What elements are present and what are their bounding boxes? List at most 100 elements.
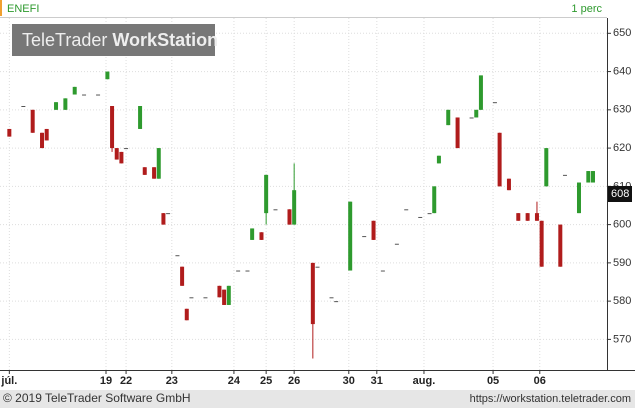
footer-bar bbox=[0, 390, 635, 408]
footer-left: © 2019 TeleTrader Software GmbH bbox=[3, 391, 191, 405]
candle-body bbox=[506, 178, 511, 191]
x-tick-label: 30 bbox=[343, 375, 355, 387]
x-tick-label: 23 bbox=[166, 375, 178, 387]
candle-body bbox=[142, 167, 147, 175]
candle-body bbox=[245, 270, 250, 272]
watermark: TeleTrader WorkStation bbox=[22, 30, 218, 50]
candle-body bbox=[525, 213, 530, 221]
candle-body bbox=[82, 94, 87, 96]
candle-body bbox=[259, 232, 264, 240]
candle-body bbox=[432, 186, 437, 214]
candle-body bbox=[226, 285, 231, 305]
x-tick-label: júl. bbox=[0, 375, 17, 387]
candle-body bbox=[161, 213, 166, 225]
candle-body bbox=[184, 308, 189, 321]
candle-body bbox=[418, 216, 423, 218]
y-tick-label: 650 bbox=[613, 27, 631, 39]
candle-body bbox=[175, 255, 180, 257]
candle-body bbox=[44, 128, 49, 141]
candle-body bbox=[469, 117, 474, 119]
footer-right: https://workstation.teletrader.com bbox=[470, 393, 631, 405]
y-tick-label: 600 bbox=[613, 219, 631, 231]
candle-body bbox=[250, 228, 255, 240]
candle-body bbox=[287, 209, 292, 225]
candle-body bbox=[478, 75, 483, 110]
interval: 1 perc bbox=[571, 3, 602, 15]
last-price-box bbox=[608, 186, 632, 202]
candle-body bbox=[427, 213, 432, 215]
candle-body bbox=[334, 301, 339, 303]
y-tick-label: 630 bbox=[613, 104, 631, 116]
candle-body bbox=[119, 151, 124, 164]
watermark-part: TeleTrader bbox=[22, 30, 107, 50]
candle-body bbox=[96, 94, 101, 96]
x-tick-label: 22 bbox=[120, 375, 132, 387]
candle-body bbox=[558, 224, 563, 267]
candle-body bbox=[371, 220, 376, 240]
candle-body bbox=[40, 132, 45, 149]
y-tick-label: 590 bbox=[613, 257, 631, 269]
candle-body bbox=[394, 243, 399, 245]
candle-body bbox=[105, 71, 110, 80]
candle-body bbox=[446, 109, 451, 126]
candle-body bbox=[166, 213, 171, 215]
candle-body bbox=[236, 270, 241, 272]
candle-body bbox=[455, 117, 460, 149]
y-tick-label: 640 bbox=[613, 65, 631, 77]
candle-body bbox=[562, 174, 567, 176]
candle-body bbox=[264, 174, 269, 214]
candle-body bbox=[516, 213, 521, 221]
symbol: ENEFI bbox=[7, 3, 39, 15]
y-tick-label: 620 bbox=[613, 142, 631, 154]
x-tick-label: 06 bbox=[534, 375, 546, 387]
candle-body bbox=[7, 128, 12, 137]
candle-body bbox=[315, 266, 320, 268]
x-tick-label: 19 bbox=[100, 375, 112, 387]
candle-body bbox=[110, 106, 115, 149]
candle-body bbox=[492, 102, 497, 104]
candle-body bbox=[152, 167, 157, 179]
candle-body bbox=[124, 148, 129, 150]
candle-body bbox=[576, 182, 581, 214]
x-tick-label: 05 bbox=[487, 375, 499, 387]
candle-body bbox=[292, 190, 297, 225]
candle-body bbox=[329, 297, 334, 299]
candle-body bbox=[310, 262, 315, 325]
candle-body bbox=[217, 285, 222, 298]
candle-body bbox=[497, 132, 502, 187]
candle-body bbox=[273, 209, 278, 211]
candle-body bbox=[474, 109, 479, 118]
x-tick-label: 24 bbox=[228, 375, 241, 387]
candle-body bbox=[362, 236, 367, 238]
candle-body bbox=[30, 109, 35, 133]
x-tick-label: 26 bbox=[288, 375, 300, 387]
candle-body bbox=[72, 86, 77, 95]
candle-body bbox=[114, 148, 119, 160]
candle-body bbox=[534, 213, 539, 221]
watermark-part: WorkStation bbox=[112, 30, 218, 50]
watermark-box bbox=[12, 24, 215, 56]
candle-body bbox=[180, 266, 185, 286]
x-tick-label: aug. bbox=[413, 375, 436, 387]
candle-body bbox=[189, 297, 194, 299]
candle-body bbox=[222, 289, 227, 305]
x-tick-label: 31 bbox=[371, 375, 383, 387]
candle-body bbox=[436, 155, 441, 164]
candle-body bbox=[348, 201, 353, 271]
candle-body bbox=[380, 270, 385, 272]
y-tick-label: 570 bbox=[613, 333, 631, 345]
candle-body bbox=[138, 106, 143, 129]
candle-body bbox=[21, 106, 26, 107]
y-tick-label: 580 bbox=[613, 295, 631, 307]
last-price-label: 608 bbox=[611, 188, 629, 200]
x-tick-label: 25 bbox=[260, 375, 272, 387]
candle-body bbox=[203, 297, 208, 299]
candle-body bbox=[544, 148, 549, 187]
candle-body bbox=[590, 171, 595, 183]
candle-body bbox=[539, 220, 544, 267]
candle-body bbox=[156, 148, 161, 179]
candle-body bbox=[63, 98, 68, 110]
candle-body bbox=[404, 209, 409, 211]
candle-body bbox=[54, 102, 59, 110]
